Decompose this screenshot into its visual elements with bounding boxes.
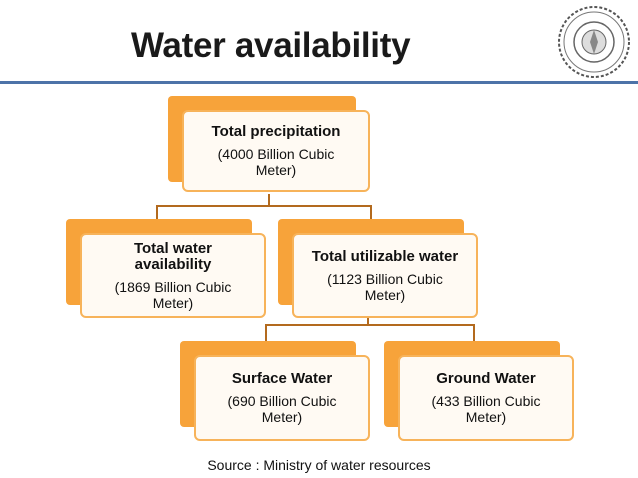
node-value: (1869 Billion Cubic Meter) <box>114 278 232 311</box>
connector-line <box>473 324 475 343</box>
node-total-water-availability: Total water availability (1869 Billion C… <box>66 219 266 318</box>
node-title: Total precipitation <box>211 123 341 140</box>
node-box: Ground Water (433 Billion Cubic Meter) <box>398 355 574 441</box>
node-box: Total water availability (1869 Billion C… <box>80 233 266 318</box>
node-title: Total utilizable water <box>311 247 459 265</box>
connector-line <box>156 205 372 207</box>
connector-line <box>265 324 267 343</box>
connector-line <box>370 205 372 222</box>
node-value: (4000 Billion Cubic Meter) <box>217 146 335 178</box>
connector-line <box>156 205 158 222</box>
node-ground-water: Ground Water (433 Billion Cubic Meter) <box>384 341 574 441</box>
node-title: Total water availability <box>133 239 213 273</box>
connector-line <box>268 194 270 206</box>
node-box: Total utilizable water (1123 Billion Cub… <box>292 233 478 318</box>
node-title: Surface Water <box>231 370 333 387</box>
node-box: Total precipitation (4000 Billion Cubic … <box>182 110 370 192</box>
connector-line <box>265 324 475 326</box>
slide-title: Water availability <box>131 26 411 65</box>
node-total-utilizable-water: Total utilizable water (1123 Billion Cub… <box>278 219 478 318</box>
node-value: (690 Billion Cubic Meter) <box>227 393 337 425</box>
connector-line <box>367 317 369 325</box>
node-total-precipitation: Total precipitation (4000 Billion Cubic … <box>168 96 370 194</box>
node-surface-water: Surface Water (690 Billion Cubic Meter) <box>180 341 370 441</box>
node-box: Surface Water (690 Billion Cubic Meter) <box>194 355 370 441</box>
source-note: Source : Ministry of water resources <box>207 457 431 473</box>
title-divider <box>0 81 638 84</box>
node-value: (1123 Billion Cubic Meter) <box>327 270 443 303</box>
institute-seal-icon <box>558 6 630 78</box>
node-title: Ground Water <box>436 370 536 387</box>
node-value: (433 Billion Cubic Meter) <box>431 393 541 425</box>
